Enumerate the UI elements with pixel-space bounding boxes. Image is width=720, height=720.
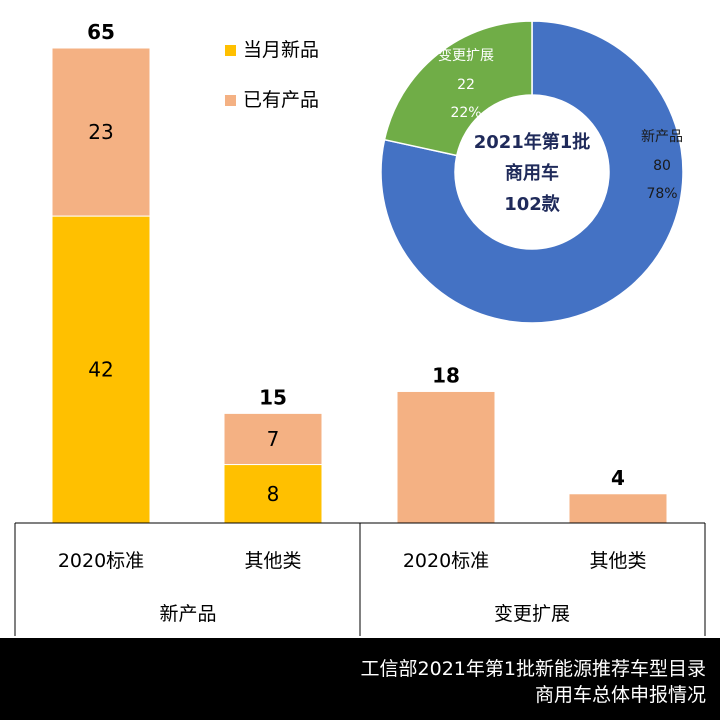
donut-slice (380, 20, 684, 324)
donut-center-text: 2021年第1批 (474, 131, 591, 153)
bar-new-0 (51, 215, 151, 524)
donut-center-text: 商用车 (505, 162, 559, 184)
donut-slice-value: 22 (457, 77, 475, 93)
bar-total-label: 65 (87, 20, 115, 44)
donut-slice-label: 变更扩展 (438, 48, 494, 64)
footer-banner: 工信部2021年第1批新能源推荐车型目录 商用车总体申报情况 (0, 638, 720, 720)
donut-slice-percent: 22% (450, 105, 481, 121)
donut-slice-value: 80 (653, 158, 671, 174)
bar-value-label: 23 (88, 120, 113, 144)
bar-existing-2 (396, 390, 496, 524)
bar-existing-3 (568, 493, 668, 524)
bar-value-label: 8 (267, 482, 280, 506)
footer-subtitle: 商用车总体申报情况 (534, 684, 706, 706)
donut-center-text: 102款 (504, 193, 561, 215)
bars-layer: 42 23 65 8 7 15 18 4 (51, 20, 668, 524)
legend-label: 已有产品 (243, 89, 319, 111)
bar-value-label: 42 (88, 358, 113, 382)
group-label: 变更扩展 (494, 603, 570, 625)
bar-existing-0 (51, 47, 151, 217)
bar-total-label: 4 (611, 466, 625, 490)
bar-value-label: 7 (267, 427, 280, 451)
bar-existing-1 (223, 412, 323, 466)
category-label: 其他类 (589, 550, 646, 572)
donut-slice-label: 新产品 (641, 129, 683, 145)
footer-title: 工信部2021年第1批新能源推荐车型目录 (360, 658, 706, 680)
bar-total-label: 18 (432, 363, 460, 387)
bar-total-label: 15 (259, 385, 287, 409)
legend-swatch (225, 95, 236, 106)
donut-slice (383, 20, 533, 157)
legend-label: 当月新品 (243, 39, 319, 61)
donut-slice-percent: 78% (646, 186, 677, 202)
legend-swatch (225, 45, 236, 56)
category-label: 2020标准 (58, 550, 144, 572)
group-label: 新产品 (159, 603, 216, 625)
category-label: 2020标准 (403, 550, 489, 572)
category-label: 其他类 (244, 550, 301, 572)
